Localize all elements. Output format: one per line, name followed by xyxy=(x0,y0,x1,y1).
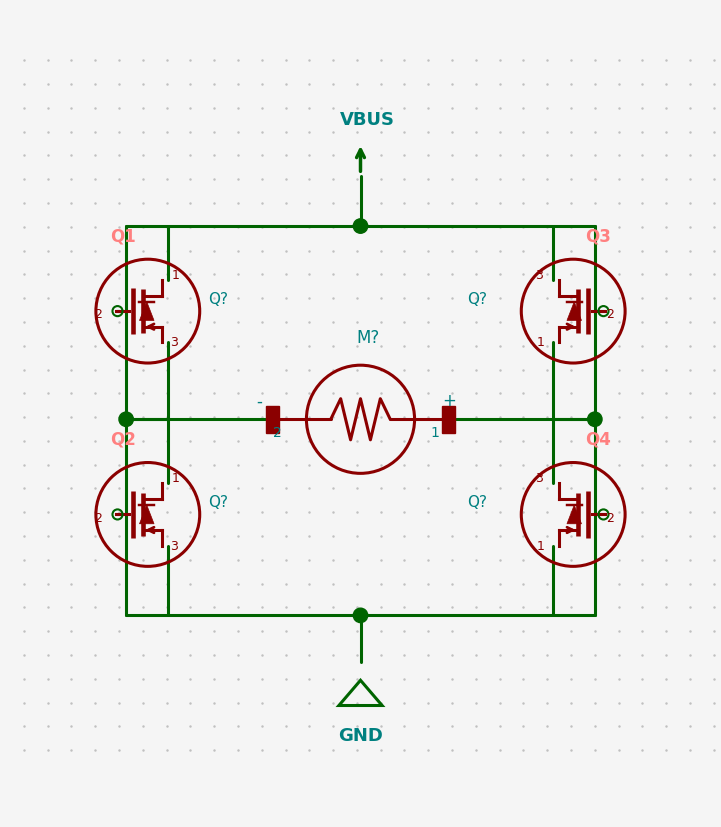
Text: 2: 2 xyxy=(606,308,614,322)
Text: VBUS: VBUS xyxy=(340,111,395,129)
Polygon shape xyxy=(139,302,154,320)
Circle shape xyxy=(588,412,602,427)
Text: Q1: Q1 xyxy=(110,227,136,245)
Text: 1: 1 xyxy=(172,472,180,485)
Text: 2: 2 xyxy=(606,512,614,524)
Text: 2: 2 xyxy=(94,308,102,322)
Bar xyxy=(266,405,279,433)
Text: 3: 3 xyxy=(170,540,178,552)
Text: 2: 2 xyxy=(94,512,102,524)
Text: Q2: Q2 xyxy=(110,431,136,448)
Text: GND: GND xyxy=(338,727,383,745)
Text: 1: 1 xyxy=(172,269,180,282)
Circle shape xyxy=(353,608,368,623)
Text: 2: 2 xyxy=(273,426,282,440)
Text: Q?: Q? xyxy=(208,495,229,510)
Polygon shape xyxy=(567,505,582,523)
Polygon shape xyxy=(139,505,154,523)
Circle shape xyxy=(353,219,368,233)
Text: 1: 1 xyxy=(537,540,545,552)
Text: 1: 1 xyxy=(430,426,439,440)
Text: 3: 3 xyxy=(170,337,178,350)
Text: M?: M? xyxy=(356,329,379,347)
Text: 1: 1 xyxy=(537,337,545,350)
Text: Q?: Q? xyxy=(467,292,487,307)
Text: Q?: Q? xyxy=(208,292,229,307)
Text: 3: 3 xyxy=(536,472,544,485)
Text: Q3: Q3 xyxy=(585,227,611,245)
Text: -: - xyxy=(257,392,262,410)
Text: +: + xyxy=(442,392,456,410)
Bar xyxy=(442,405,455,433)
Polygon shape xyxy=(567,302,582,320)
Circle shape xyxy=(119,412,133,427)
Text: Q?: Q? xyxy=(467,495,487,510)
Text: 3: 3 xyxy=(536,269,544,282)
Text: Q4: Q4 xyxy=(585,431,611,448)
